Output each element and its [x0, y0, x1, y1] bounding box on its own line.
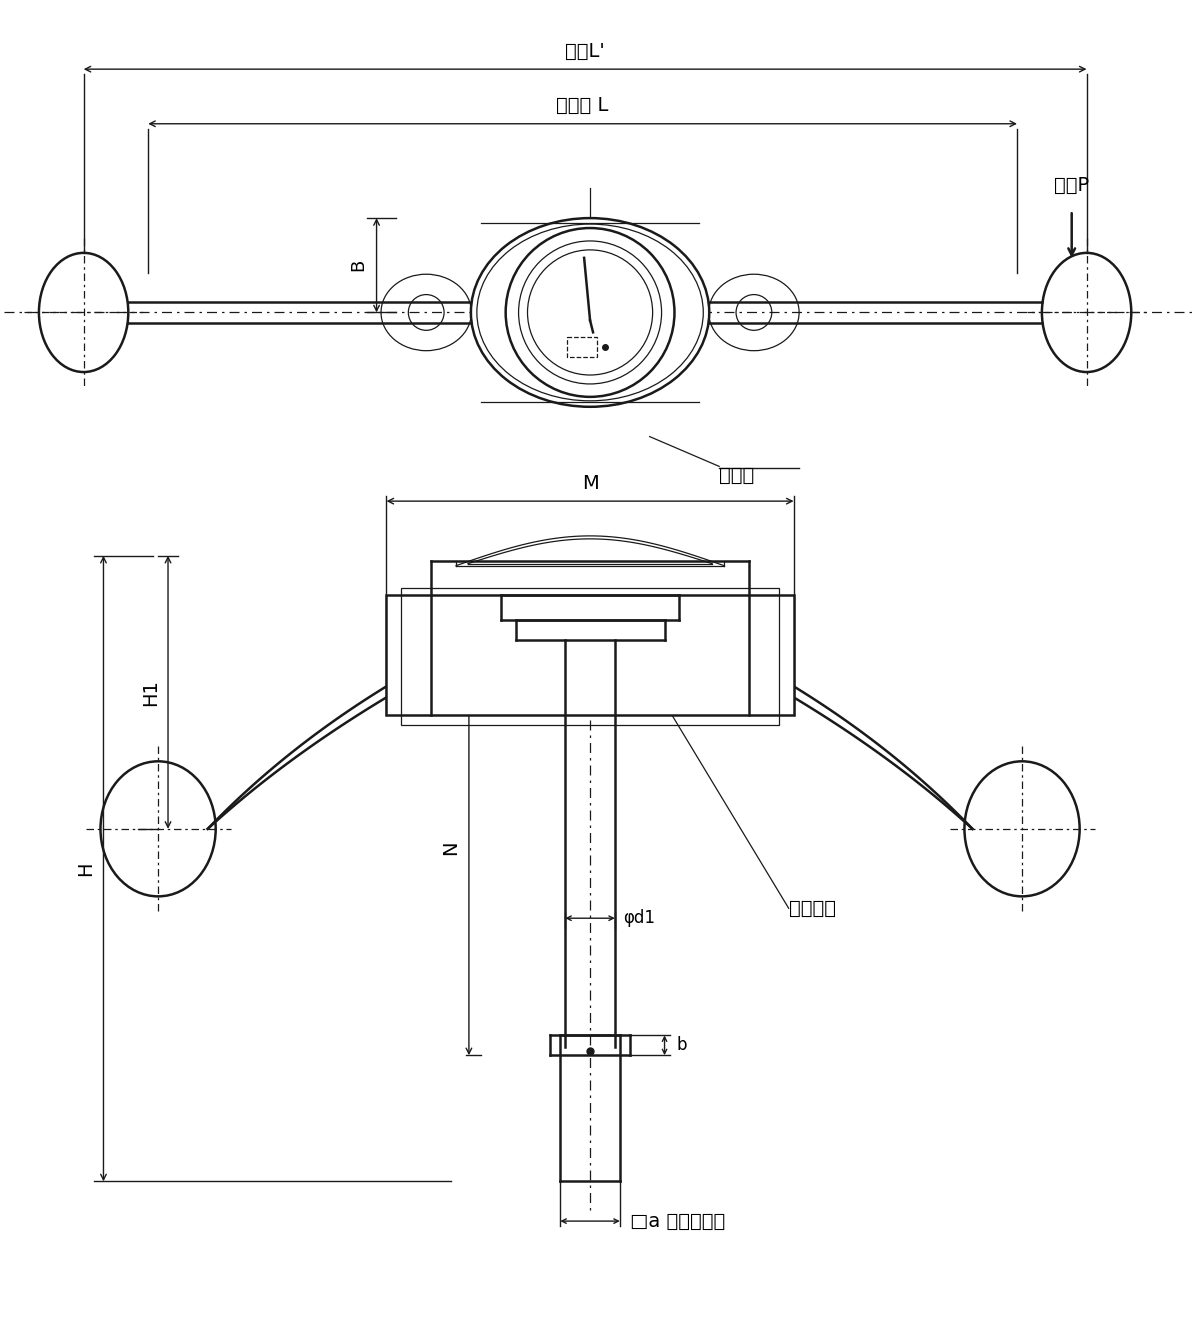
Text: N: N — [442, 841, 461, 855]
Text: φd1: φd1 — [623, 910, 655, 927]
Text: M: M — [582, 473, 599, 493]
Text: H1: H1 — [140, 679, 160, 705]
Bar — [386, 595, 793, 715]
Text: □a 角ドライブ: □a 角ドライブ — [630, 1212, 725, 1231]
Text: 手力P: 手力P — [1054, 176, 1090, 195]
Ellipse shape — [470, 217, 709, 407]
Text: b: b — [677, 1037, 686, 1054]
Text: 全長L': 全長L' — [565, 42, 605, 61]
Text: B: B — [349, 259, 367, 272]
Text: 製造番号: 製造番号 — [788, 899, 835, 918]
Text: H: H — [76, 862, 95, 875]
Text: 型式名: 型式名 — [719, 467, 755, 485]
Text: 有効長 L: 有効長 L — [557, 97, 608, 115]
Bar — [401, 587, 779, 724]
